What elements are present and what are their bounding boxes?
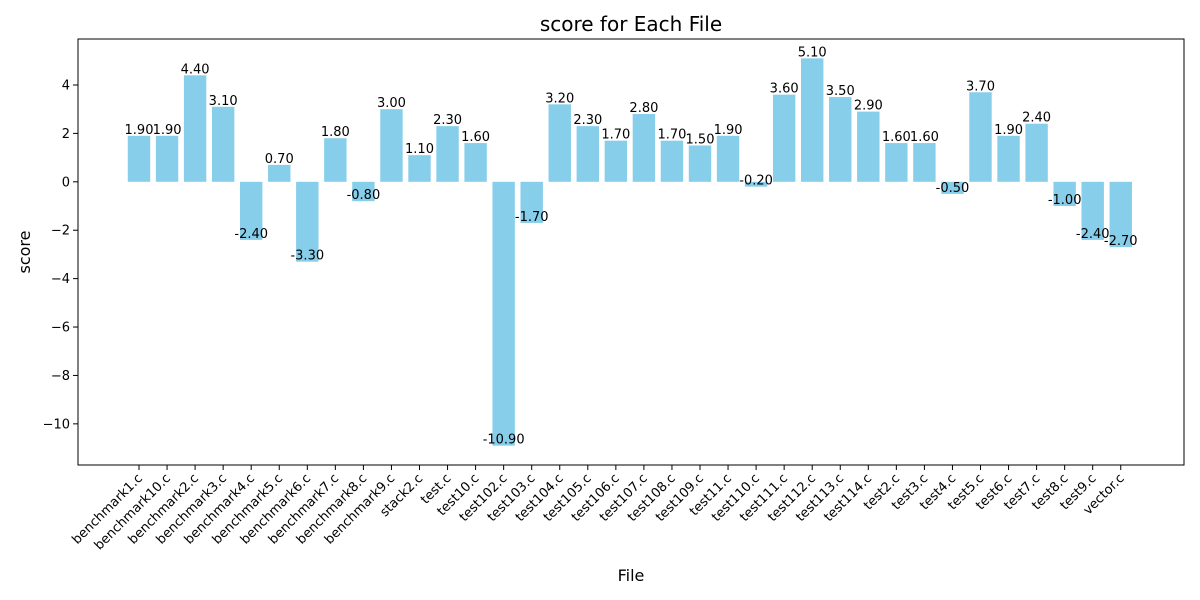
plot-frame [77, 38, 1185, 466]
y-tick-label: 4 [62, 78, 70, 93]
y-axis-label: score [15, 231, 34, 274]
data-label-test106.c: 1.70 [601, 128, 630, 143]
bar-test9.c [1081, 181, 1104, 240]
data-label-test10.c: 1.60 [461, 130, 490, 145]
data-label-benchmark4.c: -2.40 [234, 227, 268, 242]
bar-benchmark6.c [296, 181, 319, 262]
bar-test111.c [772, 94, 796, 182]
bar-test7.c [1025, 123, 1048, 182]
y-ticks-group: −10 −8 −6 −4 −2 0 2 4 [43, 78, 78, 432]
bar-test109.c [688, 145, 712, 182]
bar-test107.c [632, 114, 656, 182]
data-label-test109.c: 1.50 [686, 133, 715, 148]
bar-test106.c [604, 140, 628, 182]
bar-test6.c [997, 135, 1020, 182]
data-label-benchmark8.c: -0.80 [347, 188, 381, 203]
data-label-test105.c: 2.30 [573, 113, 602, 128]
bar-test102.c [492, 181, 515, 446]
data-label-test111.c: 3.60 [770, 82, 799, 97]
data-label-benchmark5.c: 0.70 [265, 152, 294, 167]
data-label-test113.c: 3.50 [826, 84, 855, 99]
data-label-test4.c: -0.50 [936, 181, 970, 196]
bar-test110.c [744, 181, 768, 187]
data-label-test11.c: 1.90 [714, 123, 743, 138]
bar-test5.c [969, 92, 992, 182]
bar-test112.c [801, 58, 824, 182]
y-tick-label: −6 [51, 321, 70, 336]
bar-test2.c [885, 143, 908, 182]
data-label-benchmark10.c: 1.90 [153, 123, 182, 138]
data-label-benchmark7.c: 1.80 [321, 125, 350, 140]
bar-test8.c [1053, 181, 1076, 207]
data-label-vector.c: -2.70 [1104, 234, 1138, 249]
data-label-test.c: 2.30 [433, 113, 462, 128]
bar-benchmark10.c [155, 135, 179, 182]
y-tick-label: −4 [51, 272, 70, 287]
bar-stack2.c [408, 155, 431, 182]
bar-benchmark8.c [352, 181, 375, 202]
y-tick-label: −10 [43, 417, 70, 432]
bar-test4.c [941, 181, 964, 194]
data-label-test112.c: 5.10 [798, 45, 827, 60]
y-tick-label: −2 [51, 224, 70, 239]
bar-test10.c [464, 143, 487, 182]
bar-benchmark5.c [268, 164, 291, 182]
chart-title: score for Each File [540, 12, 722, 36]
bar-test108.c [660, 140, 684, 182]
bar-benchmark9.c [380, 109, 403, 182]
data-label-test5.c: 3.70 [966, 79, 995, 94]
bar-test105.c [576, 126, 599, 182]
x-axis-label: File [618, 566, 645, 585]
data-label-test110.c: -0.20 [739, 174, 773, 189]
bar-benchmark4.c [240, 181, 263, 240]
bar-test11.c [716, 135, 740, 182]
data-label-benchmark1.c: 1.90 [125, 123, 154, 138]
data-label-benchmark9.c: 3.00 [377, 96, 406, 111]
data-label-benchmark6.c: -3.30 [290, 249, 324, 264]
data-label-test7.c: 2.40 [1022, 111, 1051, 126]
data-label-test103.c: -1.70 [515, 210, 549, 225]
bar-test114.c [857, 111, 880, 182]
bar-benchmark2.c [183, 75, 207, 182]
data-label-test6.c: 1.90 [994, 123, 1023, 138]
bar-benchmark7.c [324, 138, 347, 182]
bar-benchmark1.c [127, 135, 151, 182]
bar-test113.c [829, 97, 852, 182]
bar-test103.c [520, 181, 543, 223]
bar-test.c [436, 126, 459, 182]
bars-group [127, 58, 1132, 446]
data-labels-group: 1.90 1.904.403.10-2.400.70-3.301.80-0.803… [125, 45, 1138, 447]
y-tick-label: 0 [62, 175, 70, 190]
data-label-benchmark2.c: 4.40 [181, 62, 210, 77]
y-tick-label: −8 [51, 369, 70, 384]
data-label-test102.c: -10.90 [483, 433, 525, 448]
data-label-test8.c: -1.00 [1048, 193, 1082, 208]
data-label-test107.c: 2.80 [629, 101, 658, 116]
bar-test104.c [548, 104, 571, 182]
y-tick-label: 2 [62, 127, 70, 142]
data-label-test114.c: 2.90 [854, 99, 883, 114]
x-ticks-group: benchmark1.cbenchmark10.cbenchmark2.cben… [70, 465, 1128, 553]
bar-vector.c [1109, 181, 1132, 248]
bar-test3.c [913, 143, 936, 182]
data-label-test9.c: -2.40 [1076, 227, 1110, 242]
data-label-stack2.c: 1.10 [405, 142, 434, 157]
data-label-test3.c: 1.60 [910, 130, 939, 145]
data-label-benchmark3.c: 3.10 [209, 94, 238, 109]
data-label-test2.c: 1.60 [882, 130, 911, 145]
bar-benchmark3.c [211, 106, 235, 182]
data-label-test104.c: 3.20 [545, 91, 574, 106]
data-label-test108.c: 1.70 [657, 128, 686, 143]
